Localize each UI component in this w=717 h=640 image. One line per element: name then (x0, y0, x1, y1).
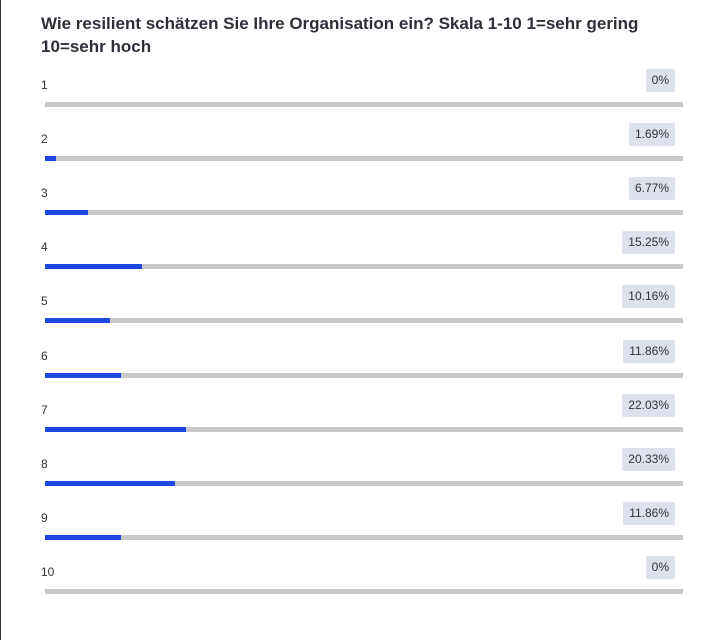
chart-title: Wie resilient schätzen Sie Ihre Organisa… (41, 14, 639, 56)
bar-track (45, 318, 683, 324)
bar-row-1: 1 0% (0, 69, 717, 131)
bar-track (45, 426, 683, 432)
value-label: 22.03% (622, 393, 675, 417)
bar-4 (45, 264, 143, 270)
bar-3 (45, 210, 89, 216)
bar-track (45, 480, 683, 486)
bar-track (45, 588, 683, 594)
bar-track (45, 156, 683, 162)
category-label: 7 (41, 402, 48, 417)
category-label: 8 (41, 456, 48, 471)
bar-8 (45, 480, 175, 486)
value-label: 0% (645, 555, 675, 579)
bar-row-9: 9 11.86% (0, 501, 717, 564)
value-label: 15.25% (622, 231, 675, 255)
bar-7 (45, 426, 186, 432)
value-label: 6.77% (628, 177, 675, 201)
bar-6 (45, 372, 121, 378)
category-label: 2 (41, 132, 48, 147)
bar-row-2: 2 1.69% (0, 123, 717, 185)
bar-track (45, 264, 683, 270)
category-label: 10 (41, 564, 55, 579)
bar-track (45, 534, 683, 540)
bar-row-3: 3 6.77% (0, 177, 717, 239)
bar-5 (45, 318, 110, 324)
category-label: 1 (41, 78, 48, 92)
bar-row-8: 8 20.33% (0, 447, 717, 510)
category-label: 9 (41, 510, 48, 525)
category-label: 6 (41, 348, 48, 363)
bar-track (45, 372, 683, 378)
bar-row-10: 10 0% (0, 555, 717, 618)
bar-2 (45, 156, 56, 162)
value-label: 11.86% (623, 339, 675, 363)
category-label: 3 (41, 186, 48, 201)
bar-row-4: 4 15.25% (0, 231, 717, 293)
bar-track (45, 102, 683, 107)
window-edge (0, 0, 1, 640)
bar-row-6: 6 11.86% (0, 339, 717, 402)
value-label: 0% (645, 69, 675, 92)
bar-9 (45, 534, 121, 540)
category-label: 5 (41, 294, 48, 309)
bar-track (45, 210, 683, 216)
category-label: 4 (41, 240, 48, 255)
value-label: 11.86% (623, 501, 675, 525)
value-label: 10.16% (622, 285, 675, 309)
bar-row-7: 7 22.03% (0, 393, 717, 456)
value-label: 1.69% (628, 123, 675, 147)
value-label: 20.33% (622, 447, 675, 471)
bar-row-5: 5 10.16% (0, 285, 717, 347)
